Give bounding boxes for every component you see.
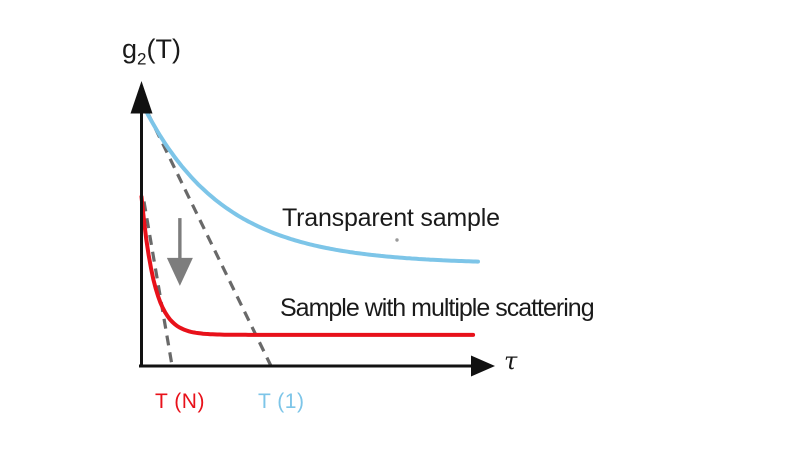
y-axis-arrowhead	[130, 81, 153, 114]
curve-transparent-sample	[144, 109, 480, 264]
label-multiple-scattering: Sample with multiple scattering	[280, 294, 595, 322]
speck-artifact	[395, 238, 399, 242]
tangent-line-t1	[146, 112, 273, 367]
y-axis-label-argument: (T)	[146, 34, 181, 64]
curve-multiple-scattering	[139, 194, 476, 337]
y-axis-label-base: g	[122, 34, 138, 64]
down-arrow-head-icon	[166, 257, 193, 286]
tick-label-t-1: T (1)	[258, 390, 305, 413]
tangent-line-tn	[142, 201, 174, 367]
y-axis-label: g2(T)	[122, 34, 181, 68]
x-axis-arrowhead	[471, 355, 495, 377]
x-axis-label-tau: τ	[504, 347, 518, 375]
label-transparent-sample: Transparent sample	[282, 204, 500, 232]
tick-label-t-n: T (N)	[155, 390, 205, 413]
y-axis-label-subscript: 2	[137, 49, 147, 69]
